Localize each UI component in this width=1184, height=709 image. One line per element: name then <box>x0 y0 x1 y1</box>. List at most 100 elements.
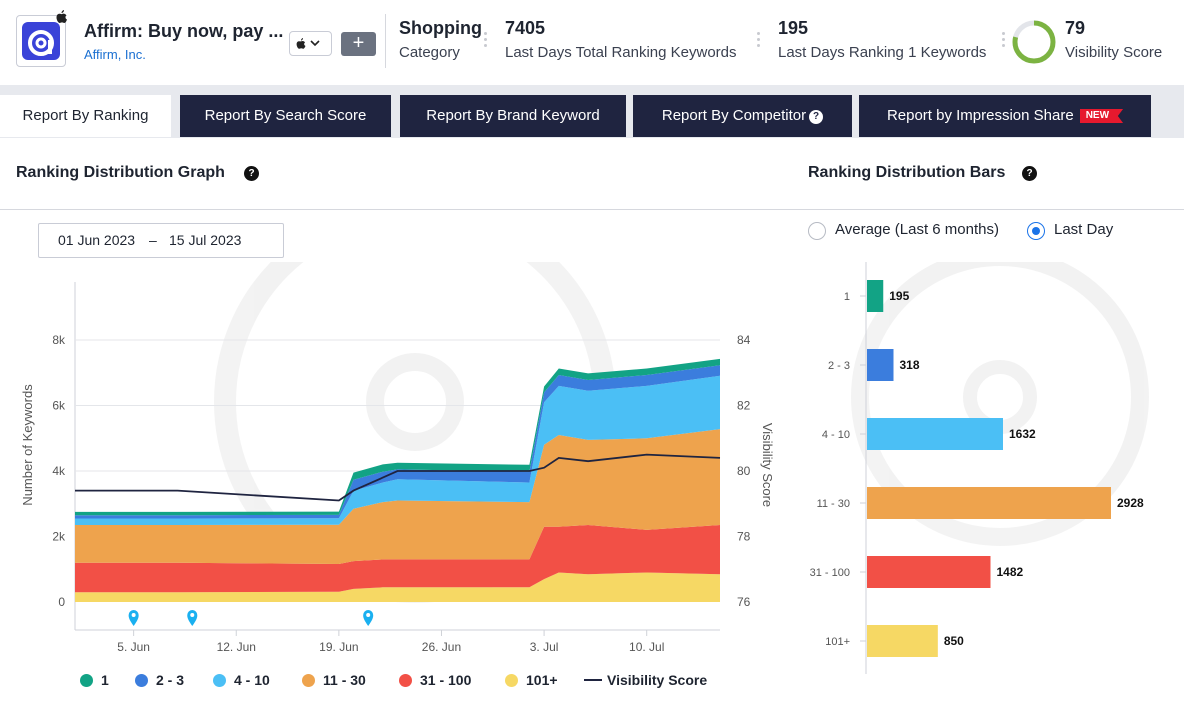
x-tick-label: 10. Jul <box>629 640 664 654</box>
apple-icon <box>296 38 306 49</box>
y-tick-label: 2k <box>52 530 66 544</box>
area-series-101plus <box>75 572 720 602</box>
legend-item-101-plus[interactable]: 101+ <box>505 672 558 688</box>
tab-label: Report By Competitor <box>661 107 807 124</box>
report-tabs: Report By Ranking Report By Search Score… <box>0 95 1184 138</box>
bar-category-label: 11 - 30 <box>817 498 850 510</box>
legend-item-11-30[interactable]: 11 - 30 <box>302 672 366 688</box>
bar-4 <box>867 487 1111 519</box>
new-badge: NEW <box>1079 109 1124 123</box>
legend-item-2-3[interactable]: 2 - 3 <box>135 672 184 688</box>
legend-item-visibility-score[interactable]: Visibility Score <box>584 672 707 688</box>
drag-handle-icon <box>757 32 761 50</box>
category-value: Shopping <box>399 18 482 38</box>
y-tick-label: 8k <box>52 333 66 347</box>
bars-help-icon[interactable]: ? <box>1022 166 1037 181</box>
x-tick-label: 19. Jun <box>319 640 358 654</box>
bar-category-label: 1 <box>844 291 850 303</box>
app-header: Affirm: Buy now, pay ... Affirm, Inc. + … <box>0 0 1184 85</box>
date-separator: – <box>149 232 157 248</box>
x-tick-label: 3. Jul <box>530 640 559 654</box>
chevron-down-icon <box>310 40 320 47</box>
visibility-value: 79 <box>1065 18 1086 38</box>
bar-category-label: 31 - 100 <box>810 567 850 579</box>
legend-item-31-100[interactable]: 31 - 100 <box>399 672 471 688</box>
ranking-distribution-chart: 0 2k 4k 6k 8k 76 78 80 82 84 5. Jun 12. Jun 19. Ju… <box>20 262 775 654</box>
graph-help-icon[interactable]: ? <box>244 166 259 181</box>
bar-value-label: 1632 <box>1009 427 1036 441</box>
area-series-4-10 <box>75 375 720 525</box>
legend-item-4-10[interactable]: 4 - 10 <box>213 672 270 688</box>
visibility-label: Visibility Score <box>1065 44 1163 61</box>
tab-label: Report By Ranking <box>22 107 149 124</box>
visibility-score-line <box>75 453 721 502</box>
tab-report-by-ranking[interactable]: Report By Ranking <box>0 95 171 137</box>
visibility-ring <box>1012 20 1056 64</box>
date-from: 01 Jun 2023 <box>58 232 136 248</box>
area-series-2-3 <box>75 365 720 519</box>
y2-tick-label: 76 <box>737 595 751 609</box>
event-marker-pin-icon <box>187 610 198 626</box>
add-app-button[interactable]: + <box>341 32 376 56</box>
category-label: Category <box>399 44 460 61</box>
tab-label: Report By Brand Keyword <box>426 107 600 124</box>
radio-last-day-circle[interactable] <box>1027 222 1045 240</box>
help-icon[interactable]: ? <box>809 110 824 124</box>
bar-5 <box>867 556 991 588</box>
total-keywords-label: Last Days Total Ranking Keywords <box>505 44 737 61</box>
bars-section-title: Ranking Distribution Bars <box>808 164 1006 181</box>
y-tick-label: 6k <box>52 399 66 413</box>
y-tick-label: 0 <box>58 595 65 609</box>
event-marker-pin-icon <box>363 610 374 626</box>
app-icon[interactable] <box>16 10 67 67</box>
drag-handle-icon <box>484 32 488 50</box>
bar-category-label: 2 - 3 <box>828 360 850 372</box>
bar-value-label: 318 <box>900 358 920 372</box>
y2-axis-label: Visibility Score <box>760 423 775 507</box>
radio-average-circle[interactable] <box>808 222 826 240</box>
event-marker-pin-icon <box>128 610 139 626</box>
tab-label: Report by Impression Share <box>886 107 1074 124</box>
y2-tick-label: 82 <box>737 399 751 413</box>
y2-tick-label: 84 <box>737 333 751 347</box>
visibility-stat: 79 Visibility Score <box>1065 18 1162 61</box>
bar-category-label: 4 - 10 <box>822 429 850 441</box>
tab-label: Report By Search Score <box>204 107 367 124</box>
x-tick-label: 26. Jun <box>422 640 461 654</box>
tab-report-by-search-score[interactable]: Report By Search Score <box>180 95 391 137</box>
header-divider <box>385 14 386 68</box>
legend-item-1[interactable]: 1 <box>80 672 109 688</box>
rank1-keywords-label: Last Days Ranking 1 Keywords <box>778 44 987 61</box>
bar-value-label: 850 <box>944 634 964 648</box>
tab-report-by-brand-keyword[interactable]: Report By Brand Keyword <box>400 95 626 137</box>
affirm-logo-icon <box>22 22 60 60</box>
platform-select[interactable] <box>289 31 332 56</box>
bar-1 <box>867 280 884 312</box>
area-series-31-100 <box>75 525 720 593</box>
category-stat: Shopping Category <box>399 18 482 61</box>
drag-handle-icon <box>1002 32 1006 50</box>
y-axis-label: Number of Keywords <box>20 384 35 506</box>
bar-category-label: 101+ <box>825 636 850 648</box>
area-series-11-30 <box>75 429 720 564</box>
section-divider <box>0 209 1184 210</box>
rank1-keywords-value: 195 <box>778 18 809 38</box>
bar-value-label: 1482 <box>997 565 1024 579</box>
date-range-picker[interactable]: 01 Jun 2023 – 15 Jul 2023 <box>38 223 284 258</box>
bar-2 <box>867 349 894 381</box>
ranking-distribution-bars: 1 195 2 - 3 318 4 - 10 1632 11 - 30 2928 31 - 10… <box>810 262 1149 674</box>
bar-value-label: 2928 <box>1117 496 1144 510</box>
app-name: Affirm: Buy now, pay ... <box>84 21 284 41</box>
y-tick-label: 4k <box>52 464 66 478</box>
tab-report-by-competitor[interactable]: Report By Competitor? <box>633 95 852 137</box>
graph-section-title: Ranking Distribution Graph <box>16 164 225 181</box>
bar-6 <box>867 625 938 657</box>
total-keywords-stat: 7405 Last Days Total Ranking Keywords <box>505 18 737 61</box>
y2-tick-label: 78 <box>737 530 751 544</box>
total-keywords-value: 7405 <box>505 18 546 38</box>
rank1-keywords-stat: 195 Last Days Ranking 1 Keywords <box>778 18 986 61</box>
x-tick-label: 12. Jun <box>217 640 256 654</box>
tab-report-by-impression-share[interactable]: Report by Impression Share NEW <box>859 95 1151 137</box>
developer-link[interactable]: Affirm, Inc. <box>84 47 146 62</box>
radio-average-label: Average (Last 6 months) <box>835 221 999 238</box>
